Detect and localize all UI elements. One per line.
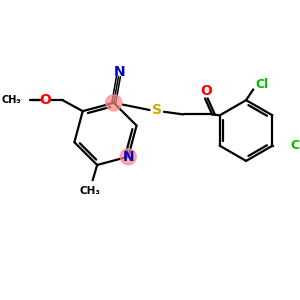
Text: methoxy: methoxy <box>16 100 22 101</box>
Text: Cl: Cl <box>256 78 269 91</box>
Circle shape <box>120 148 136 165</box>
Text: S: S <box>152 103 162 117</box>
Text: N: N <box>113 65 125 79</box>
Text: O: O <box>20 99 22 100</box>
Circle shape <box>106 95 122 111</box>
Text: O: O <box>39 93 51 107</box>
Text: CH₃: CH₃ <box>80 186 100 196</box>
Text: O: O <box>200 84 212 98</box>
Text: N: N <box>122 150 134 164</box>
Text: CH₃: CH₃ <box>2 95 21 105</box>
Text: Cl: Cl <box>291 139 300 152</box>
